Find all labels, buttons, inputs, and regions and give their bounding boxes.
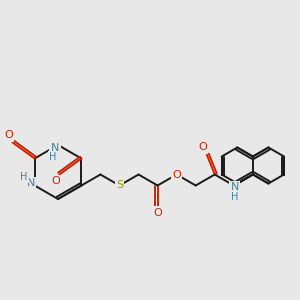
Text: O: O	[4, 130, 13, 140]
Text: H: H	[20, 172, 27, 182]
Text: S: S	[116, 181, 123, 190]
Text: N: N	[26, 178, 35, 188]
Text: O: O	[51, 176, 60, 187]
Text: O: O	[172, 169, 181, 179]
Text: N: N	[231, 182, 239, 193]
Text: O: O	[198, 142, 207, 152]
Text: H: H	[231, 191, 238, 202]
Text: N: N	[51, 143, 59, 153]
Text: H: H	[49, 152, 57, 162]
Text: O: O	[153, 208, 162, 218]
